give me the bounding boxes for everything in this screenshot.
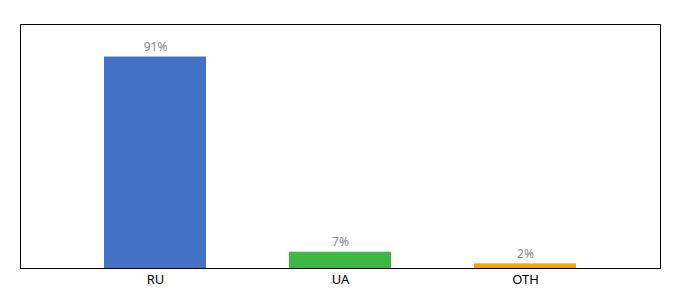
svg-text:91%: 91% [144, 38, 168, 55]
svg-text:7%: 7% [332, 233, 349, 250]
svg-text:UA: UA [332, 270, 350, 288]
svg-text:OTH: OTH [512, 270, 539, 288]
svg-text:RU: RU [147, 270, 165, 288]
svg-text:2%: 2% [517, 245, 534, 262]
